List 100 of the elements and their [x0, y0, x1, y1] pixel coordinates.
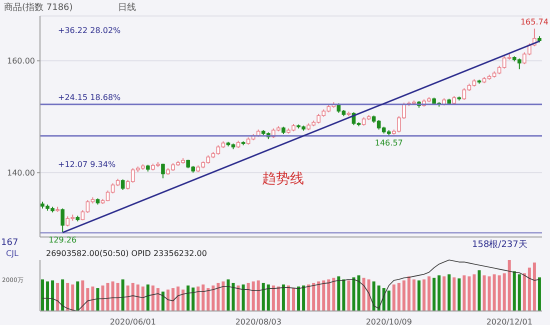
- bar: [51, 280, 54, 311]
- annotation: 146.57: [374, 138, 403, 148]
- annotation: +36.22 28.02%: [58, 26, 121, 35]
- bar: [236, 286, 240, 311]
- bar: [172, 288, 175, 311]
- bar: [512, 271, 516, 311]
- bar: [276, 286, 280, 311]
- bar: [488, 276, 491, 311]
- bar: [397, 282, 400, 311]
- bar: [121, 279, 124, 311]
- bar: [126, 286, 130, 311]
- bar: [202, 284, 205, 311]
- bar: [428, 276, 431, 311]
- bar: [462, 275, 466, 311]
- annotation: 129.26: [48, 235, 77, 244]
- bar: [272, 286, 275, 311]
- bar: [91, 286, 94, 311]
- bar: [532, 262, 536, 311]
- bar: [312, 282, 316, 311]
- bar: [116, 282, 120, 311]
- bar: [377, 286, 380, 311]
- bar: [317, 281, 320, 311]
- bar: [402, 280, 406, 311]
- bar: [332, 278, 336, 311]
- bar: [392, 284, 396, 311]
- bar: [262, 282, 265, 311]
- candlestick: [60, 208, 64, 234]
- bar: [342, 279, 346, 311]
- bar: [387, 290, 390, 311]
- bar: [407, 276, 410, 311]
- bar: [71, 284, 74, 311]
- bar: [81, 280, 84, 311]
- bar: [196, 286, 200, 311]
- bar: [492, 274, 496, 311]
- bar: [412, 279, 416, 311]
- candlestick: [161, 163, 165, 179]
- bar: [151, 286, 154, 311]
- bar: [61, 279, 64, 311]
- bar: [66, 282, 70, 311]
- bar: [222, 281, 225, 311]
- text: 158根/237天: [472, 238, 528, 251]
- bar: [206, 288, 210, 311]
- bar: [226, 279, 230, 311]
- annotation: +12.07 9.34%: [58, 160, 116, 169]
- bar: [432, 278, 436, 311]
- bar: [418, 280, 420, 311]
- bar: [106, 282, 110, 311]
- bar: [46, 281, 50, 311]
- text: CJL: [6, 249, 18, 258]
- bar: [468, 276, 471, 311]
- bar: [518, 274, 521, 311]
- bar: [372, 281, 376, 311]
- bar: [452, 277, 456, 311]
- bar: [508, 260, 511, 311]
- bar: [522, 273, 526, 311]
- bar: [56, 282, 60, 311]
- bar: [192, 288, 195, 311]
- bar: [246, 282, 250, 311]
- bar: [96, 288, 100, 311]
- candlestick: [120, 178, 125, 191]
- bar: [352, 277, 356, 311]
- bar: [161, 292, 164, 311]
- bar: [212, 286, 215, 311]
- bar: [182, 290, 185, 311]
- bar: [86, 288, 90, 311]
- y-tick-label: 140.00: [7, 168, 35, 178]
- annotation: 165.74: [520, 18, 548, 27]
- bar: [327, 279, 330, 311]
- bar: [176, 286, 180, 311]
- bar: [442, 276, 446, 311]
- bar: [322, 280, 326, 311]
- bar: [186, 286, 190, 311]
- bar: [482, 275, 486, 311]
- bar: [136, 284, 140, 311]
- bar: [41, 279, 44, 311]
- bar: [357, 275, 360, 311]
- bar: [76, 281, 80, 311]
- x-tick-label: 2020/08/03: [235, 318, 282, 325]
- bar: [472, 274, 476, 311]
- chart-title: 商品(指数 7186): [4, 2, 73, 14]
- bar: [502, 273, 506, 311]
- annotation: +24.15 18.68%: [58, 93, 121, 102]
- text: 167: [1, 238, 18, 248]
- bar: [528, 268, 531, 311]
- bar: [266, 284, 270, 311]
- bar: [252, 281, 255, 311]
- bar: [131, 282, 134, 311]
- bar: [307, 284, 310, 311]
- bar: [367, 279, 370, 311]
- bar: [302, 286, 306, 311]
- bar: [216, 282, 220, 311]
- bar: [111, 281, 114, 311]
- bar: [242, 284, 245, 311]
- text: 26903582.00(50:50) OPID 23356232.00: [46, 249, 207, 258]
- annotation: 趋势线: [262, 170, 304, 188]
- bar: [422, 279, 426, 311]
- bar: [448, 274, 451, 311]
- bar: [282, 284, 285, 311]
- bar: [478, 270, 481, 311]
- bar: [538, 277, 541, 311]
